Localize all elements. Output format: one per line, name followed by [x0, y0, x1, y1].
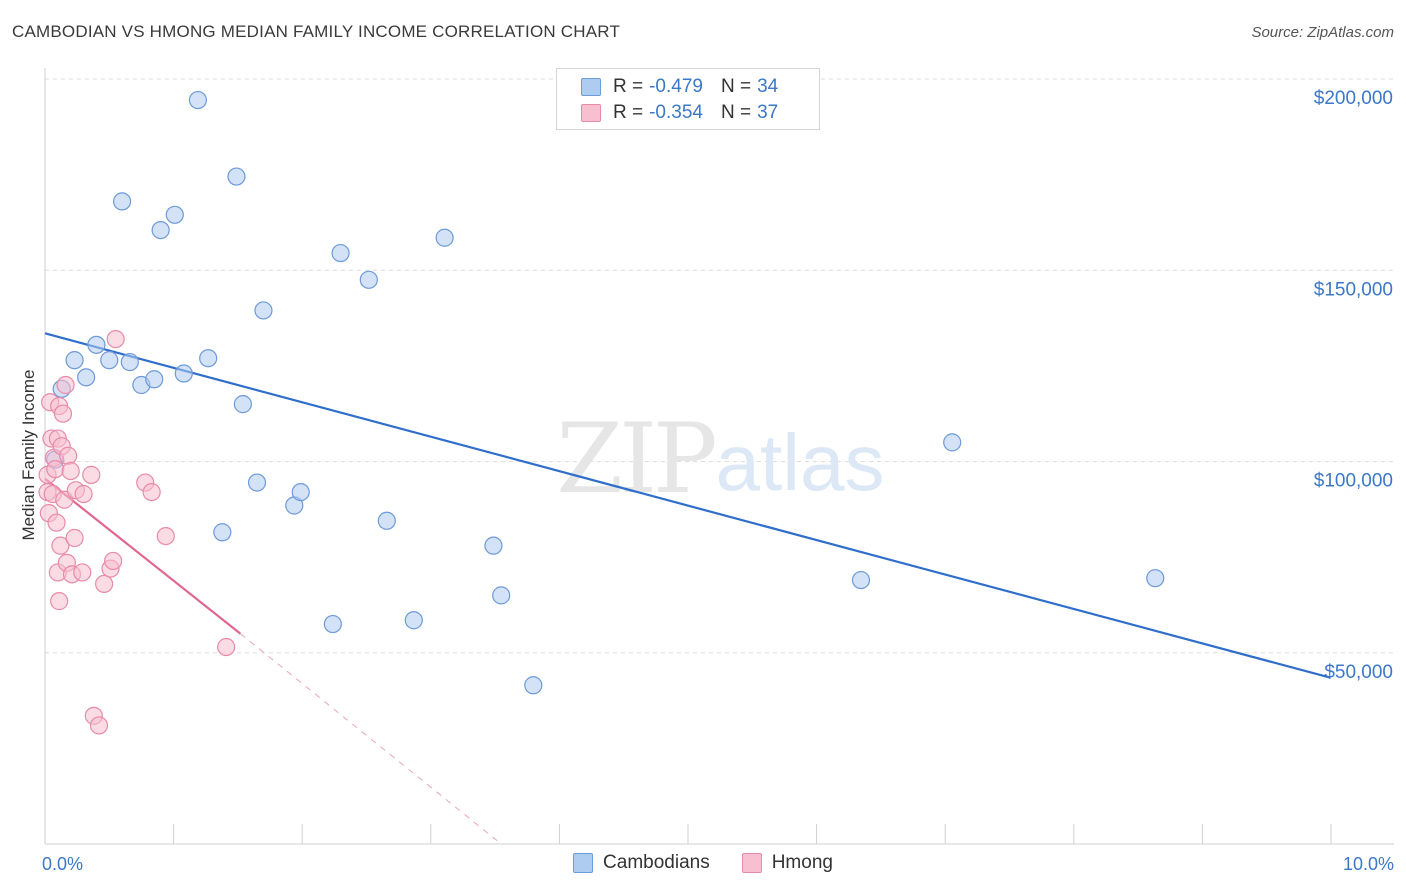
point-cambodians-27[interactable] [435, 228, 454, 247]
point-cambodians-24[interactable] [359, 270, 378, 289]
point-cambodians-22[interactable] [323, 614, 342, 634]
point-cambodians-21[interactable] [291, 483, 310, 502]
point-cambodians-32[interactable] [943, 433, 962, 452]
point-hmong-24[interactable] [73, 563, 92, 582]
trend-line-hmong-extension [240, 633, 502, 845]
axes [44, 68, 1394, 845]
x-tick-label-1: 10.0% [1343, 854, 1394, 874]
point-cambodians-13[interactable] [188, 90, 208, 110]
y-axis-title: Median Family Income [19, 369, 38, 540]
point-cambodians-14[interactable] [199, 349, 218, 368]
point-cambodians-33[interactable] [1146, 569, 1165, 588]
point-cambodians-2[interactable] [65, 351, 84, 370]
point-cambodians-17[interactable] [233, 395, 252, 414]
legend-n-value: 34 [757, 76, 779, 97]
point-hmong-17[interactable] [56, 375, 75, 395]
correlation-legend: R = -0.479 N = 34 R = -0.354 N = 37 [556, 68, 820, 130]
point-cambodians-12[interactable] [174, 364, 193, 383]
point-cambodians-26[interactable] [404, 611, 423, 630]
legend-n-label: N = [720, 102, 752, 123]
point-hmong-35[interactable] [156, 526, 175, 546]
axis-labels: $50,000 $100,000 $150,000 $200,000 0.0% 10.0%… [19, 88, 1394, 874]
point-cambodians-5[interactable] [100, 351, 119, 370]
data-points [38, 90, 1165, 735]
point-cambodians-31[interactable] [851, 570, 871, 590]
point-cambodians-9[interactable] [145, 370, 164, 389]
legend-n-label: N = [720, 76, 752, 97]
chart-title: CAMBODIAN VS HMONG MEDIAN FAMILY INCOME … [12, 22, 621, 41]
legend-row-hmong: R = -0.354 N = 37 [581, 101, 778, 125]
point-cambodians-18[interactable] [247, 473, 267, 492]
grid-lines [45, 78, 1394, 654]
point-cambodians-16[interactable] [227, 167, 246, 186]
point-cambodians-7[interactable] [120, 352, 139, 372]
point-hmong-15[interactable] [53, 404, 73, 423]
point-hmong-34[interactable] [142, 483, 161, 502]
point-hmong-32[interactable] [106, 330, 125, 349]
point-hmong-20[interactable] [61, 461, 80, 481]
point-cambodians-29[interactable] [492, 586, 511, 605]
point-cambodians-10[interactable] [151, 220, 170, 240]
point-cambodians-4[interactable] [87, 335, 106, 354]
legend-r-value: -0.354 [649, 102, 703, 123]
y-tick-label-3: $200,000 [1314, 88, 1393, 109]
watermark-zip: ZIP [556, 403, 715, 515]
legend-r-label: R = [613, 76, 644, 97]
point-cambodians-28[interactable] [484, 536, 503, 555]
point-cambodians-3[interactable] [77, 368, 96, 387]
legend-swatch-cambodians [573, 853, 594, 873]
point-cambodians-23[interactable] [331, 243, 350, 263]
watermark-atlas: atlas [716, 418, 885, 507]
point-hmong-12[interactable] [50, 592, 69, 611]
series-legend: Cambodians Hmong [0, 852, 1406, 874]
point-hmong-29[interactable] [95, 574, 114, 594]
legend-row-cambodians: R = -0.479 N = 34 [581, 75, 778, 99]
point-hmong-31[interactable] [104, 551, 123, 571]
point-hmong-7[interactable] [46, 460, 65, 479]
legend-item-cambodians[interactable]: Cambodians [573, 852, 710, 874]
legend-swatch-hmong [741, 853, 762, 873]
point-hmong-36[interactable] [217, 637, 236, 657]
y-tick-label-2: $150,000 [1314, 279, 1393, 300]
point-hmong-26[interactable] [82, 465, 101, 484]
point-hmong-19[interactable] [59, 446, 78, 465]
point-hmong-13[interactable] [51, 536, 70, 555]
point-hmong-25[interactable] [74, 484, 93, 504]
trend-line-hmong [44, 477, 242, 635]
legend-swatch-hmong [581, 104, 601, 122]
trend-line-cambodians [44, 332, 1331, 679]
legend-item-hmong[interactable]: Hmong [741, 852, 833, 874]
y-tick-label-1: $100,000 [1314, 471, 1393, 492]
point-cambodians-15[interactable] [213, 523, 232, 542]
point-cambodians-6[interactable] [112, 192, 132, 211]
trend-lines [44, 332, 1331, 845]
point-hmong-28[interactable] [89, 716, 109, 735]
point-hmong-22[interactable] [65, 528, 84, 548]
point-cambodians-30[interactable] [524, 676, 543, 695]
y-tick-label-0: $50,000 [1324, 662, 1393, 683]
legend-swatch-cambodians [581, 78, 601, 96]
point-cambodians-19[interactable] [254, 301, 273, 320]
legend-label-hmong: Hmong [771, 852, 833, 873]
point-hmong-8[interactable] [47, 513, 66, 532]
source-label: Source: ZipAtlas.com [1251, 24, 1394, 41]
legend-label-cambodians: Cambodians [603, 852, 710, 873]
x-tick-label-0: 0.0% [42, 854, 83, 874]
legend-r-label: R = [613, 102, 644, 123]
legend-r-value: -0.479 [649, 76, 703, 97]
watermark: ZIP atlas [556, 403, 884, 515]
point-cambodians-25[interactable] [377, 511, 396, 530]
legend-n-value: 37 [757, 102, 779, 123]
point-cambodians-11[interactable] [165, 205, 184, 224]
